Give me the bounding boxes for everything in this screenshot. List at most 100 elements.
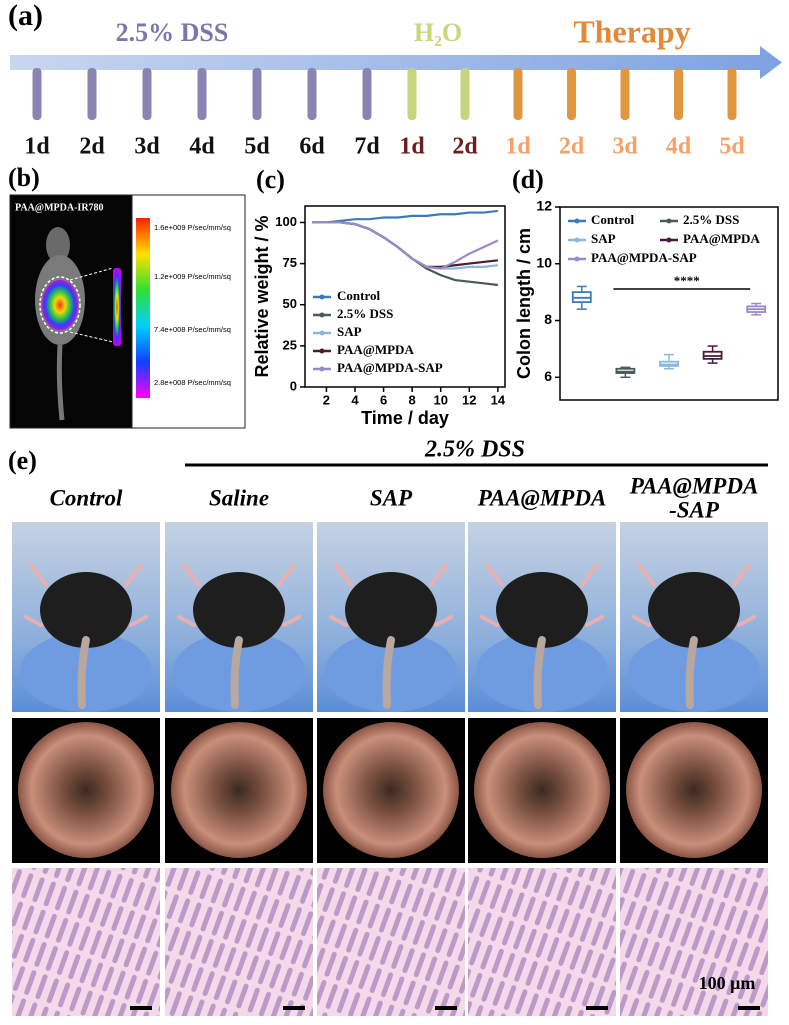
day-label: 7d bbox=[354, 134, 380, 160]
day-label: 1d bbox=[399, 134, 425, 160]
color-bar-label: 1.2e+009 P/sec/mm/sq bbox=[154, 272, 231, 281]
series-line bbox=[312, 221, 498, 268]
x-tick-label: 10 bbox=[433, 392, 447, 407]
day-label: 6d bbox=[299, 134, 325, 160]
panel-label: (b) bbox=[8, 163, 40, 192]
histology-tint bbox=[317, 868, 465, 1016]
y-tick-label: 0 bbox=[290, 378, 297, 393]
column-title: -SAP bbox=[669, 497, 720, 522]
roi-lines bbox=[69, 267, 114, 343]
scale-bar bbox=[130, 1006, 152, 1010]
legend-label: PAA@MPDA bbox=[683, 231, 760, 246]
mouse-paws bbox=[329, 563, 453, 627]
day-bar bbox=[407, 68, 417, 120]
day-bar bbox=[362, 68, 372, 120]
legend-marker bbox=[319, 348, 325, 354]
panel-label: (c) bbox=[256, 165, 285, 194]
y-tick-label: 75 bbox=[283, 255, 297, 270]
panel-label: (d) bbox=[512, 165, 544, 194]
day-bar bbox=[307, 68, 317, 120]
day-bar bbox=[32, 68, 42, 120]
mouse bbox=[40, 572, 132, 648]
color-bar-label: 2.8e+008 P/sec/mm/sq bbox=[154, 378, 231, 387]
legend-label: 2.5% DSS bbox=[683, 212, 739, 227]
mouse-paws bbox=[24, 563, 148, 627]
roi bbox=[39, 276, 81, 334]
legend-marker bbox=[319, 294, 325, 300]
day-label: 5d bbox=[244, 134, 270, 160]
phase-label: H₂O bbox=[414, 18, 462, 47]
legend-label: Control bbox=[591, 212, 634, 227]
column-title: Saline bbox=[209, 485, 269, 510]
endoscopy-view bbox=[626, 722, 762, 858]
day-bar bbox=[460, 68, 470, 120]
x-axis-label: Time / day bbox=[361, 408, 449, 428]
phase-label: Therapy bbox=[573, 13, 690, 49]
timeline-arrow-body bbox=[10, 55, 762, 70]
legend-label: SAP bbox=[337, 324, 362, 339]
day-label: 2d bbox=[452, 134, 478, 160]
day-label: 4d bbox=[666, 134, 692, 160]
legend-label: PAA@MPDA-SAP bbox=[337, 360, 443, 375]
scale-bar bbox=[738, 1006, 760, 1010]
legend-label: 2.5% DSS bbox=[337, 306, 393, 321]
day-bar bbox=[252, 68, 262, 120]
series-line bbox=[312, 221, 498, 270]
x-tick-label: 2 bbox=[323, 392, 330, 407]
day-label: 1d bbox=[24, 134, 50, 160]
column-title: Control bbox=[50, 485, 123, 510]
panels: (a) (b) (c) (d) (e) 2.5% DSS 1d 2d 3d 4d 5d 6d 7d H₂O… bbox=[8, 0, 782, 1016]
histology-tint bbox=[468, 868, 616, 1016]
x-tick-label: 6 bbox=[380, 392, 387, 407]
column-title: PAA@MPDA bbox=[477, 485, 607, 510]
histology bbox=[12, 868, 160, 1016]
x-tick-label: 8 bbox=[409, 392, 416, 407]
mouse-tail bbox=[685, 636, 698, 709]
scale-bar bbox=[435, 1006, 457, 1010]
day-label: 3d bbox=[612, 134, 638, 160]
histology-tint bbox=[12, 868, 160, 1016]
mouse-paws bbox=[480, 563, 604, 627]
legend-marker bbox=[319, 330, 325, 336]
imaging-border bbox=[9, 194, 246, 429]
series-line bbox=[312, 209, 498, 224]
series-line bbox=[312, 221, 499, 270]
endoscopy-view bbox=[323, 722, 459, 858]
mouse-tail bbox=[230, 636, 243, 709]
imaging-title: PAA@MPDA-IR780 bbox=[15, 202, 104, 213]
color-bar-label: 7.4e+008 P/sec/mm/sq bbox=[154, 325, 231, 334]
y-tick-label: 8 bbox=[544, 311, 552, 327]
y-tick-label: 10 bbox=[536, 254, 552, 270]
day-label: 3d bbox=[134, 134, 160, 160]
legend-marker bbox=[319, 366, 325, 372]
y-axis-label: Relative weight / % bbox=[252, 215, 272, 377]
mouse-tail bbox=[533, 636, 546, 709]
x-tick-label: 4 bbox=[351, 392, 359, 407]
endoscopy-view bbox=[18, 722, 154, 858]
legend-label: PAA@MPDA-SAP bbox=[591, 250, 697, 265]
glove bbox=[628, 632, 760, 712]
day-label: 2d bbox=[79, 134, 105, 160]
mouse-paws bbox=[632, 563, 756, 627]
histology bbox=[317, 868, 465, 1016]
day-bar bbox=[142, 68, 152, 120]
scale-bar bbox=[586, 1006, 608, 1010]
day-label: 1d bbox=[505, 134, 531, 160]
timeline-arrow-head bbox=[760, 46, 782, 79]
legend-marker bbox=[319, 312, 325, 318]
day-label: 2d bbox=[559, 134, 585, 160]
plot-frame bbox=[559, 206, 779, 401]
imaging-scale-area bbox=[131, 194, 246, 429]
histology bbox=[620, 868, 768, 1016]
glove bbox=[325, 632, 457, 712]
legend-marker bbox=[574, 237, 580, 243]
color-bar-label: 1.6e+009 P/sec/mm/sq bbox=[154, 223, 231, 232]
histology-tint bbox=[165, 868, 313, 1016]
glove bbox=[476, 632, 608, 712]
glove bbox=[20, 632, 152, 712]
legend-label: SAP bbox=[591, 231, 616, 246]
y-tick-label: 50 bbox=[283, 296, 297, 311]
plot-frame bbox=[304, 205, 506, 388]
legend-label: PAA@MPDA bbox=[337, 342, 414, 357]
